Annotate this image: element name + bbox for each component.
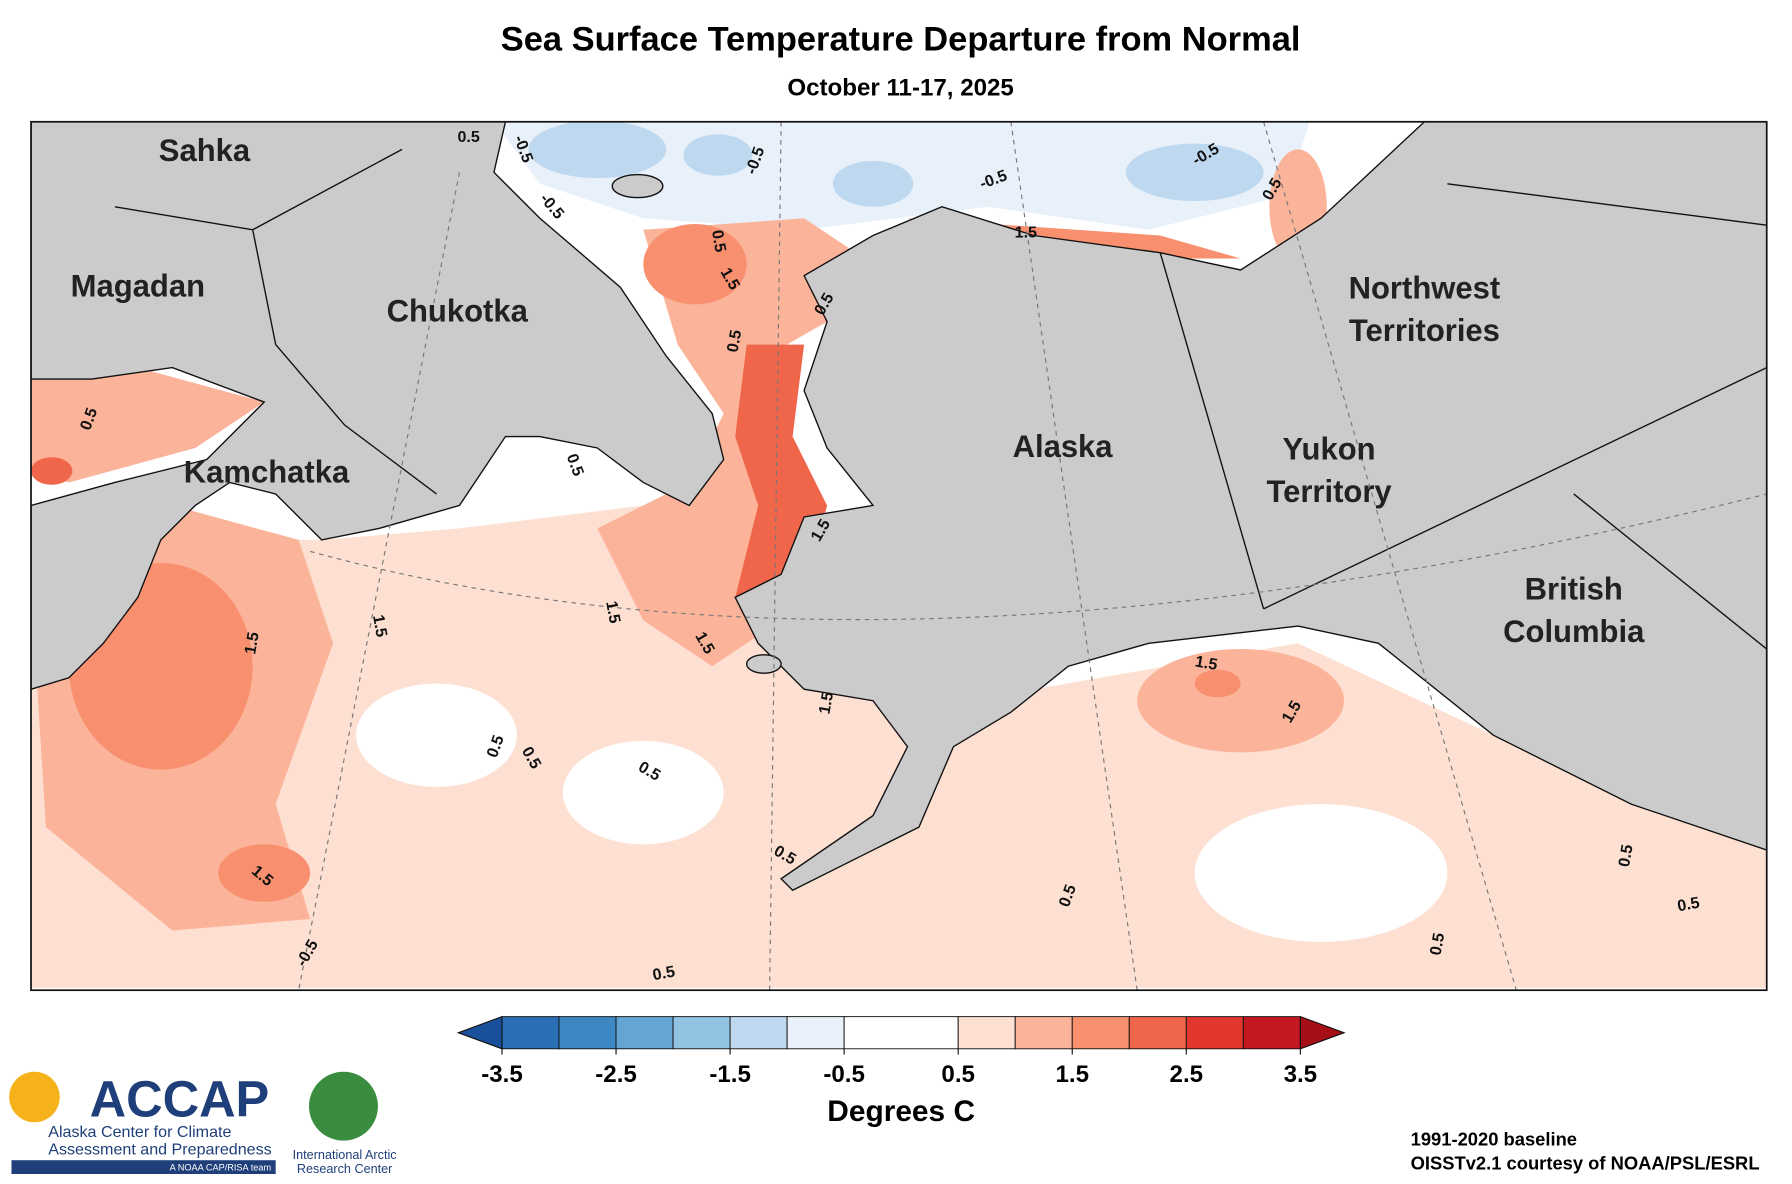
region-labels: Sahka Magadan Chukotka Kamchatka Alaska North… (71, 133, 1645, 649)
contour-label: 1.5 (369, 613, 391, 638)
credit-note: OISSTv2.1 courtesy of NOAA/PSL/ESRL (1411, 1152, 1760, 1173)
region-label: Alaska (1013, 429, 1114, 464)
anomaly-shading (31, 121, 1767, 988)
title: Sea Surface Temperature Departure from N… (501, 21, 1301, 59)
colorbar-bin (843, 1016, 959, 1050)
colorbar-tick-label: -2.5 (595, 1061, 637, 1088)
iarc-name: International Arctic Research Center (292, 1148, 397, 1177)
colorbar-bin (1185, 1016, 1244, 1050)
contour-label: 1.5 (241, 631, 263, 656)
colorbar-bin (1242, 1016, 1301, 1050)
accap-sun (9, 1071, 60, 1123)
region-label: Yukon Territory (1266, 431, 1392, 509)
colorbar-bin (1071, 1016, 1130, 1050)
contour-label: 0.5 (1676, 894, 1701, 916)
colorbar-tick-label: -0.5 (823, 1061, 865, 1088)
region-label: British Columbia (1503, 572, 1645, 650)
contour-label: 1.5 (1015, 223, 1037, 241)
accap-line: Alaska Center for Climate (48, 1123, 231, 1141)
region-label: Chukotka (387, 294, 529, 329)
contour-label: 0.5 (1615, 843, 1637, 868)
colorbar-tick-label: -1.5 (709, 1061, 751, 1088)
region-label: Northwest Territories (1349, 271, 1501, 349)
colorbar-bin (501, 1016, 560, 1050)
contour-label: 1.5 (816, 690, 838, 715)
accap-line: Assessment and Preparedness (48, 1140, 271, 1158)
iarc-box: International Arctic Research Center (292, 1148, 397, 1177)
colorbar-bin (957, 1016, 1016, 1050)
colorbar-tick-label: 3.5 (1284, 1061, 1318, 1088)
region-label: Sahka (159, 133, 251, 168)
contour-label: 0.5 (457, 128, 479, 146)
land (31, 121, 1767, 892)
contour-label: 1.5 (1194, 652, 1219, 674)
baseline-note: 1991-2020 baseline (1411, 1128, 1577, 1149)
map-frame (30, 120, 1768, 992)
colorbar-bin (729, 1016, 788, 1050)
borders (114, 148, 1767, 650)
region-label: Magadan (71, 268, 205, 303)
iarc-globe (309, 1071, 378, 1141)
subtitle: October 11-17, 2025 (787, 74, 1014, 101)
colorbar-label: Degrees C (827, 1095, 975, 1128)
contour-label: 1.5 (602, 600, 624, 625)
map: 0.5 -0.5-0.50.51.5-0.5-0.5-0.51.50.50.50.… (30, 120, 1768, 992)
colorbar-bin (615, 1016, 674, 1050)
colorbar-low-arrow (456, 1015, 503, 1050)
accap-logo: ACCAP (90, 1071, 270, 1128)
accap-band (11, 1160, 276, 1174)
contour-label: 0.5 (724, 328, 746, 353)
contour-label: 0.5 (1427, 932, 1449, 957)
colorbar-tick-label: 1.5 (1055, 1061, 1089, 1088)
colorbar-tick-label: -3.5 (481, 1061, 523, 1088)
footer: 1991-2020 baseline OISSTv2.1 courtesy of… (9, 1071, 1760, 1177)
colorbar-tick-label: 2.5 (1170, 1061, 1204, 1088)
colorbar-bin (786, 1016, 845, 1050)
colorbar-bin (1128, 1016, 1187, 1050)
colorbar-bin (558, 1016, 617, 1050)
accap-line: A NOAA CAP/RISA team (170, 1163, 272, 1173)
colorbar-high-arrow (1299, 1015, 1346, 1050)
region-label: Kamchatka (184, 454, 350, 489)
colorbar-bin (1014, 1016, 1073, 1050)
colorbar-bin (672, 1016, 731, 1050)
colorbar: -3.5 -2.5 -1.5 -0.5 0.5 1.5 2.5 3.5 Degrees C (456, 1015, 1346, 1128)
contour-label: 0.5 (651, 963, 676, 985)
colorbar-tick-label: 0.5 (941, 1061, 975, 1088)
contour-label: 0.5 (708, 229, 730, 254)
graticule (298, 121, 1767, 991)
